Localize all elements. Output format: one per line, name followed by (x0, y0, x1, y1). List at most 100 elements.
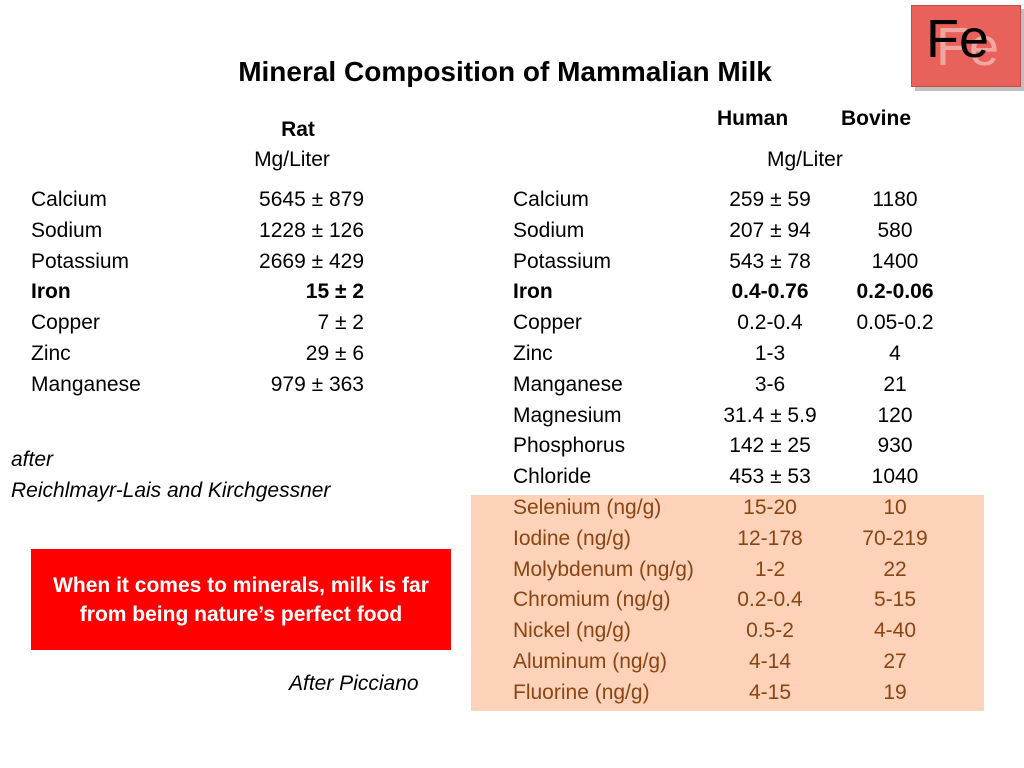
bovine-value: 1180 (872, 188, 918, 211)
mineral-name: Sodium (513, 218, 585, 242)
table-row: Iron 0.4-0.76 0.2-0.06 (0, 280, 1000, 310)
mineral-name: Sodium (31, 218, 103, 242)
table-row: Fluorine (ng/g) 4-15 19 (0, 681, 1000, 711)
rat-value: 7 ± 2 (317, 311, 364, 335)
rat-citation-line1: after (11, 448, 54, 471)
mineral-name: Molybdenum (ng/g) (513, 557, 694, 581)
rat-value: 29 ± 6 (305, 342, 364, 365)
table-row: Aluminum (ng/g) 4-14 27 (0, 650, 1000, 680)
trace-elements-highlight (471, 495, 984, 711)
table-row: Manganese 979 ± 363 (0, 373, 470, 403)
rat-value: 979 ± 363 (270, 372, 364, 396)
human-value: 543 ± 78 (729, 249, 811, 273)
bovine-header: Bovine (841, 107, 912, 130)
bovine-value: 580 (877, 218, 913, 242)
table-row: Zinc 29 ± 6 (0, 342, 470, 372)
table-row: Calcium 5645 ± 879 (0, 188, 470, 218)
table-row: Magnesium 31.4 ± 5.9 120 (0, 404, 1000, 434)
mineral-name: Potassium (513, 249, 612, 273)
mineral-name: Zinc (513, 342, 553, 365)
mineral-name: Chloride (513, 465, 592, 489)
bovine-value: 19 (883, 680, 907, 704)
bovine-value: 4 (889, 342, 901, 365)
mineral-name: Magnesium (513, 403, 622, 427)
table-row: Iodine (ng/g) 12-178 70-219 (0, 527, 1000, 557)
human-bovine-unit: Mg/Liter (767, 148, 843, 171)
mineral-name: Selenium (ng/g) (513, 496, 662, 519)
mineral-name: Manganese (513, 372, 623, 396)
bovine-value: 10 (883, 496, 907, 519)
table-row: Calcium 259 ± 59 1180 (0, 188, 1000, 218)
table-row: Copper 0.2-0.4 0.05-0.2 (0, 311, 1000, 341)
bovine-value: 0.05-0.2 (856, 311, 934, 335)
mineral-name: Iron (31, 280, 71, 304)
mineral-name: Nickel (ng/g) (513, 619, 631, 643)
table-row: Manganese 3-6 21 (0, 373, 1000, 403)
mineral-name: Calcium (31, 188, 107, 211)
table-row: Phosphorus 142 ± 25 930 (0, 434, 1000, 464)
rat-citation: after Reichlmayr-Lais and Kirchgessner (11, 444, 330, 506)
bovine-value: 70-219 (862, 526, 928, 550)
human-value: 12-178 (737, 526, 803, 550)
human-value: 31.4 ± 5.9 (723, 403, 817, 427)
element-logo: Fe Fe (911, 5, 1021, 87)
human-header: Human (717, 107, 789, 130)
human-value: 1-3 (754, 342, 786, 365)
bovine-value: 21 (883, 372, 907, 396)
bovine-value: 930 (877, 434, 913, 458)
human-value: 0.4-0.76 (731, 280, 809, 304)
human-value: 259 ± 59 (729, 188, 811, 211)
mineral-name: Phosphorus (513, 434, 626, 458)
rat-header: Rat (281, 118, 315, 141)
callout-box: When it comes to minerals, milk is far f… (31, 549, 451, 650)
table-row: Sodium 207 ± 94 580 (0, 219, 1000, 249)
table-row: Copper 7 ± 2 (0, 311, 470, 341)
table-row: Nickel (ng/g) 0.5-2 4-40 (0, 619, 1000, 649)
table-row: Selenium (ng/g) 15-20 10 (0, 496, 1000, 526)
human-value: 1-2 (754, 557, 786, 581)
mineral-name: Fluorine (ng/g) (513, 680, 650, 704)
bovine-value: 4-40 (873, 619, 917, 643)
human-value: 15-20 (743, 496, 797, 519)
human-citation: After Picciano (289, 672, 419, 695)
rat-unit: Mg/Liter (254, 148, 330, 171)
human-value: 0.2-0.4 (737, 311, 803, 335)
table-row: Zinc 1-3 4 (0, 342, 1000, 372)
bovine-value: 27 (883, 650, 907, 673)
rat-value: 1228 ± 126 (259, 218, 364, 242)
mineral-name: Copper (513, 311, 582, 335)
human-value: 0.2-0.4 (737, 588, 803, 612)
table-row: Molybdenum (ng/g) 1-2 22 (0, 558, 1000, 588)
bovine-value: 22 (883, 557, 907, 581)
bovine-value: 1040 (871, 465, 919, 489)
human-value: 4-15 (748, 680, 792, 704)
bovine-value: 120 (877, 403, 913, 427)
rat-value: 5645 ± 879 (259, 188, 364, 211)
mineral-name: Aluminum (ng/g) (513, 650, 668, 673)
mineral-name: Iron (513, 280, 553, 304)
mineral-name: Chromium (ng/g) (513, 588, 671, 612)
mineral-name: Copper (31, 311, 100, 335)
human-value: 453 ± 53 (729, 465, 811, 489)
mineral-name: Calcium (513, 188, 589, 211)
bovine-value: 5-15 (873, 588, 917, 612)
table-row: Chloride 453 ± 53 1040 (0, 465, 1000, 495)
logo-shadow-text: Fe (936, 17, 1000, 77)
mineral-name: Iodine (ng/g) (513, 526, 631, 550)
rat-value: 15 ± 2 (305, 280, 364, 304)
mineral-name: Potassium (31, 249, 130, 273)
mineral-name: Zinc (31, 342, 71, 365)
callout-text: When it comes to minerals, milk is far f… (53, 573, 429, 626)
rat-value: 2669 ± 429 (259, 249, 364, 273)
rat-citation-line2: Reichlmayr-Lais and Kirchgessner (11, 479, 331, 502)
human-value: 207 ± 94 (729, 218, 811, 242)
mineral-name: Manganese (31, 372, 141, 396)
table-row: Chromium (ng/g) 0.2-0.4 5-15 (0, 588, 1000, 618)
human-value: 0.5-2 (746, 619, 794, 643)
bovine-value: 0.2-0.06 (856, 280, 934, 304)
bovine-value: 1400 (871, 249, 919, 273)
human-value: 3-6 (754, 372, 786, 396)
human-value: 4-14 (748, 650, 792, 673)
human-value: 142 ± 25 (729, 434, 811, 458)
page-title: Mineral Composition of Mammalian Milk (238, 56, 772, 87)
